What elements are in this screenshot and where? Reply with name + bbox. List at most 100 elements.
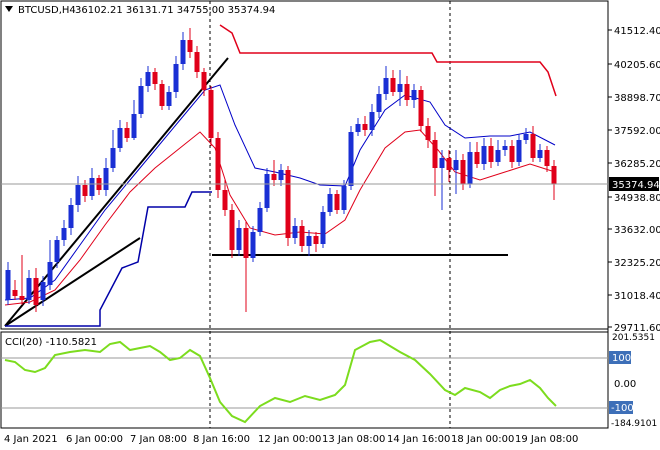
candle-body [454, 160, 459, 170]
current-price-value: 35374.94 [612, 180, 660, 191]
candle-body [209, 90, 214, 138]
candle-body [496, 150, 501, 162]
candle-body [167, 92, 172, 106]
price-tick: 37592.00 [614, 126, 660, 137]
candle-body [48, 262, 53, 285]
price-tick: 38898.70 [614, 93, 660, 104]
candle-body [412, 90, 417, 100]
time-tick: 7 Jan 08:00 [130, 434, 187, 445]
time-tick: 13 Jan 08:00 [322, 434, 385, 445]
candle-body [426, 126, 431, 140]
candle-body [489, 146, 494, 162]
candle-body [440, 158, 445, 168]
candle-body [104, 168, 109, 190]
candle-body [13, 290, 18, 296]
time-tick: 12 Jan 00:00 [258, 434, 321, 445]
candle-body [251, 232, 256, 258]
candle-body [20, 296, 25, 300]
candle-body [517, 140, 522, 162]
candlestick-series[interactable] [6, 28, 557, 312]
candle-body [363, 124, 368, 130]
candle-body [279, 170, 284, 180]
price-tick: 31018.40 [614, 291, 660, 302]
candle-body [146, 72, 151, 86]
cci-axis: 201.5351 100 0.00 -100 -184.9101 [609, 333, 657, 429]
price-pane-frame [1, 1, 608, 329]
candle-body [335, 194, 340, 210]
candle-body [307, 236, 312, 246]
time-tick: 4 Jan 2021 [4, 434, 58, 445]
candle-body [181, 40, 186, 64]
candle-body [265, 174, 270, 208]
time-axis: 4 Jan 2021 6 Jan 00:00 7 Jan 08:00 8 Jan… [4, 434, 578, 445]
candle-body [195, 52, 200, 72]
candle-body [510, 146, 515, 162]
time-tick: 6 Jan 00:00 [66, 434, 123, 445]
candle-body [69, 205, 74, 228]
candle-body [230, 210, 235, 250]
candle-body [300, 226, 305, 246]
candle-body [475, 152, 480, 164]
candle-body [244, 228, 249, 258]
candle-body [27, 278, 32, 300]
candle-body [223, 190, 228, 210]
cci-label: CCI(20) -110.5821 [5, 337, 97, 348]
candle-body [132, 114, 137, 138]
candle-body [461, 160, 466, 184]
price-tick: 41512.40 [614, 26, 660, 37]
candle-body [398, 84, 403, 92]
candle-body [76, 185, 81, 205]
time-tick: 19 Jan 08:00 [515, 434, 578, 445]
candle-body [419, 90, 424, 126]
chart-ohlc-values: 36102.21 36131.71 34755.00 35374.94 [75, 5, 275, 16]
cci-tick-100: 100 [612, 353, 631, 364]
candle-body [377, 94, 382, 112]
candle-body [202, 72, 207, 90]
time-tick: 18 Jan 00:00 [451, 434, 514, 445]
candle-body [349, 132, 354, 186]
price-tick: 33632.00 [614, 225, 660, 236]
candle-body [125, 128, 130, 138]
candle-body [538, 150, 543, 158]
candle-body [405, 84, 410, 100]
candle-body [531, 134, 536, 158]
candle-body [237, 228, 242, 250]
candle-body [328, 194, 333, 212]
candle-body [118, 128, 123, 148]
price-tick: 32325.20 [614, 258, 660, 269]
candle-body [552, 166, 557, 184]
candle-body [391, 78, 396, 92]
candle-body [524, 134, 529, 140]
cci-scale-bottom: -184.9101 [611, 419, 657, 429]
candle-body [62, 228, 67, 240]
candle-body [468, 152, 473, 184]
candle-body [272, 174, 277, 180]
cci-tick-0: 0.00 [614, 379, 636, 390]
candle-body [34, 278, 39, 305]
candle-body [356, 124, 361, 132]
candle-body [111, 148, 116, 168]
time-tick: 8 Jan 16:00 [193, 434, 250, 445]
candle-body [482, 146, 487, 164]
candle-body [41, 282, 46, 300]
candle-body [293, 226, 298, 238]
candle-body [258, 208, 263, 232]
candle-body [55, 240, 60, 262]
candle-body [188, 40, 193, 52]
symbol-dropdown-icon[interactable] [5, 6, 13, 12]
candle-body [433, 140, 438, 168]
cci-scale-top: 201.5351 [612, 333, 655, 343]
candle-body [503, 146, 508, 150]
candle-body [174, 64, 179, 92]
price-tick: 40205.60 [614, 60, 660, 71]
candle-body [314, 236, 319, 244]
candle-body [83, 185, 88, 196]
time-tick: 14 Jan 16:00 [387, 434, 450, 445]
candle-body [286, 170, 291, 238]
price-tick: 36285.20 [614, 159, 660, 170]
candle-body [342, 186, 347, 210]
candle-body [90, 178, 95, 196]
candle-body [153, 72, 158, 84]
